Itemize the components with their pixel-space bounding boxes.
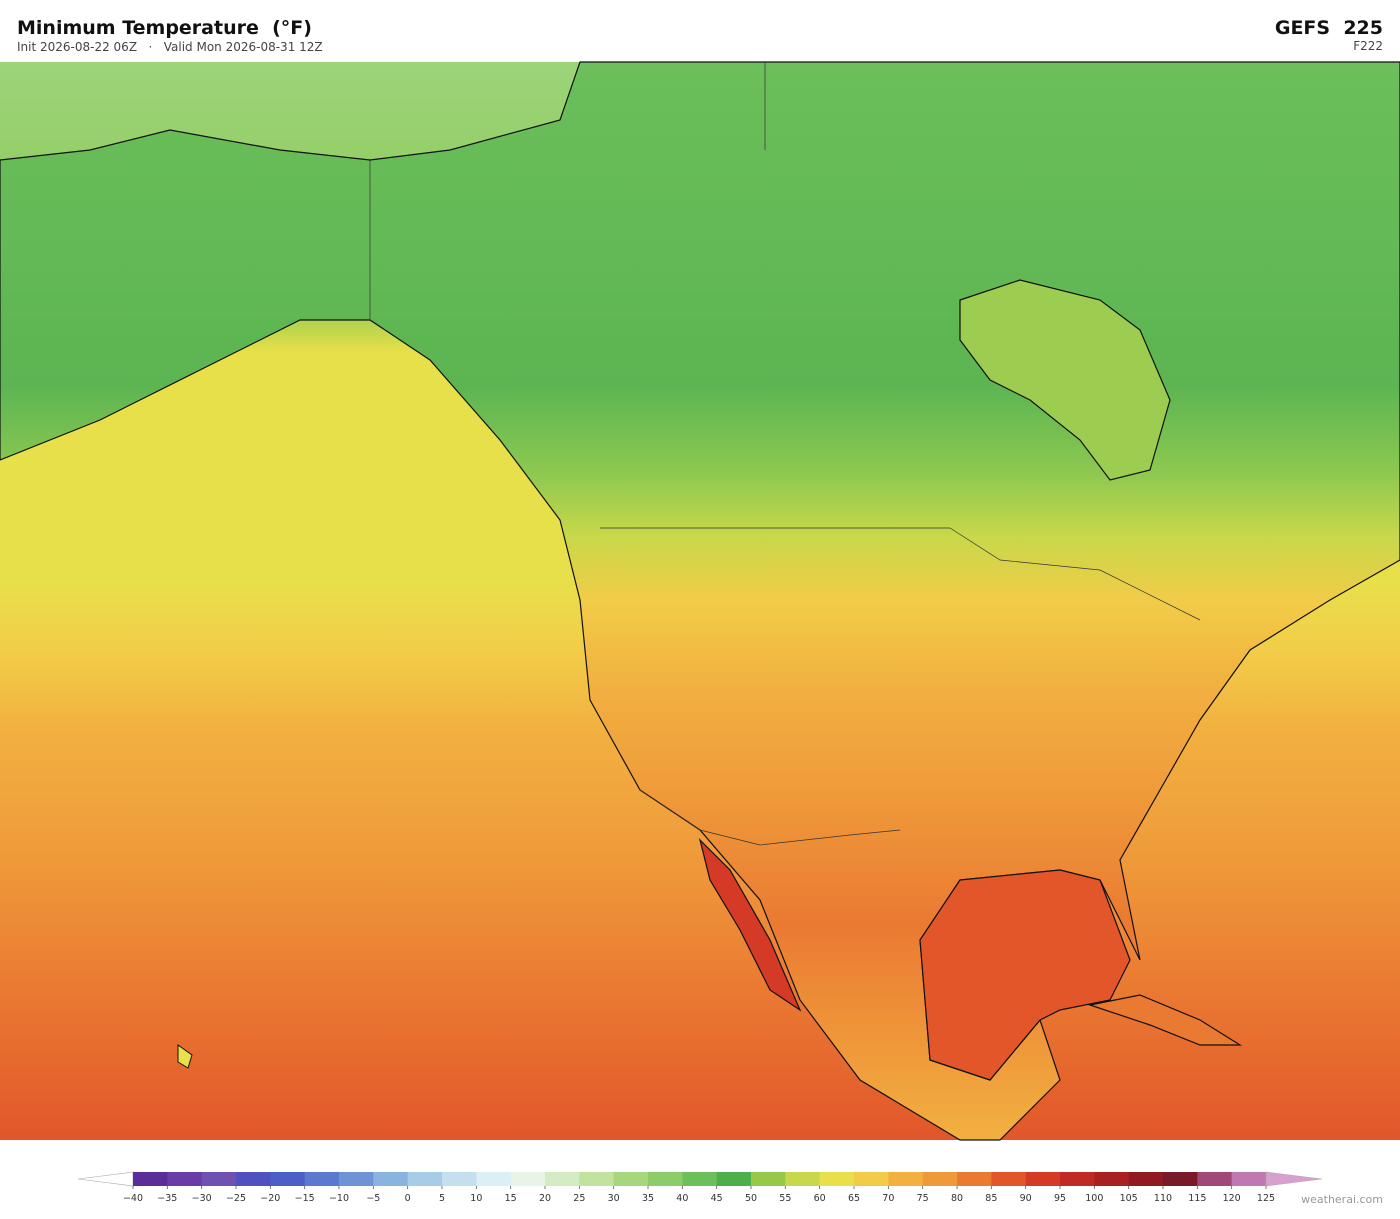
tick-label: −30	[192, 1193, 212, 1204]
color-bin	[716, 1172, 752, 1186]
tick-label: 35	[642, 1193, 654, 1204]
tick-label: 80	[951, 1193, 963, 1204]
color-bin	[785, 1172, 821, 1186]
tick-label: 85	[985, 1193, 997, 1204]
tick-label: 90	[1020, 1193, 1032, 1204]
tick-label: 15	[505, 1193, 517, 1204]
tick-label: 10	[470, 1193, 482, 1204]
color-bin	[510, 1172, 546, 1186]
tick-label: 40	[676, 1193, 688, 1204]
tick-label: 120	[1223, 1193, 1241, 1204]
tick-label: −5	[366, 1193, 380, 1204]
color-bin	[613, 1172, 649, 1186]
tick-label: −40	[123, 1193, 143, 1204]
tick-label: −15	[295, 1193, 315, 1204]
tick-label: −25	[226, 1193, 246, 1204]
tick-label: 115	[1188, 1193, 1206, 1204]
color-bin	[373, 1172, 409, 1186]
map	[0, 61, 1400, 1141]
color-bin	[579, 1172, 615, 1186]
tick-label: 20	[539, 1193, 551, 1204]
tick-label: 105	[1120, 1193, 1138, 1204]
borders	[369, 62, 1201, 846]
color-bin	[167, 1172, 203, 1186]
color-bin	[888, 1172, 924, 1186]
gulf-of-mexico	[919, 869, 1131, 1081]
tick-label: 25	[573, 1193, 585, 1204]
tick-label: 60	[814, 1193, 826, 1204]
tick-label: 65	[848, 1193, 860, 1204]
tick-label: −10	[329, 1193, 349, 1204]
color-bin	[1231, 1172, 1267, 1186]
tick-label: 50	[745, 1193, 757, 1204]
forecast-hour: F222	[1353, 39, 1383, 53]
tick-label: 45	[711, 1193, 723, 1204]
color-bin	[1060, 1172, 1095, 1186]
color-bin	[304, 1172, 340, 1186]
color-bin	[407, 1172, 443, 1186]
color-bin	[201, 1172, 237, 1186]
color-bin	[339, 1172, 374, 1186]
tick-label: 30	[608, 1193, 620, 1204]
cuba	[1087, 994, 1243, 1046]
tick-label: −20	[260, 1193, 280, 1204]
tick-label: −35	[157, 1193, 177, 1204]
hudson-bay	[959, 279, 1171, 481]
color-bin	[1197, 1172, 1233, 1186]
tick-label: 5	[439, 1193, 445, 1204]
color-bin	[545, 1172, 580, 1186]
tick-label: 55	[779, 1193, 791, 1204]
color-bin	[648, 1172, 683, 1186]
colorbar: −40 −35 −30 −25 −20 −15 −10 −5 0 5 10 15 20 25 30 35 40 4…	[77, 1171, 1323, 1204]
color-bin	[1163, 1172, 1198, 1186]
color-bin	[476, 1172, 512, 1186]
hawaii	[177, 1044, 193, 1069]
color-bin	[133, 1172, 168, 1186]
color-bin	[1094, 1172, 1130, 1186]
color-bin	[991, 1172, 1027, 1186]
color-bin	[751, 1172, 786, 1186]
credit: weatherai.com	[1301, 1193, 1383, 1206]
color-bin	[236, 1172, 271, 1186]
tick-label: 125	[1257, 1193, 1275, 1204]
color-bin	[442, 1172, 477, 1186]
tick-label: 70	[882, 1193, 894, 1204]
gulf-of-california	[698, 838, 802, 1012]
color-bin	[957, 1172, 992, 1186]
title: Minimum Temperature (°F)	[17, 17, 312, 39]
tick-label: 0	[405, 1193, 411, 1204]
subtitle: Init 2026-08-22 06Z · Valid Mon 2026-08-…	[17, 40, 323, 54]
model-label: GEFS 225	[1275, 17, 1383, 39]
tick-label: 100	[1085, 1193, 1103, 1204]
color-bin	[1128, 1172, 1164, 1186]
color-bin	[854, 1172, 889, 1186]
tick-label: 75	[917, 1193, 929, 1204]
color-bin	[1025, 1172, 1061, 1186]
color-bin	[922, 1172, 958, 1186]
color-bin	[270, 1172, 306, 1186]
tick-label: 95	[1054, 1193, 1066, 1204]
color-bin	[819, 1172, 855, 1186]
under-triangle	[77, 1171, 134, 1187]
tick-label: 110	[1154, 1193, 1172, 1204]
color-bin	[682, 1172, 718, 1186]
over-triangle	[1265, 1171, 1323, 1187]
